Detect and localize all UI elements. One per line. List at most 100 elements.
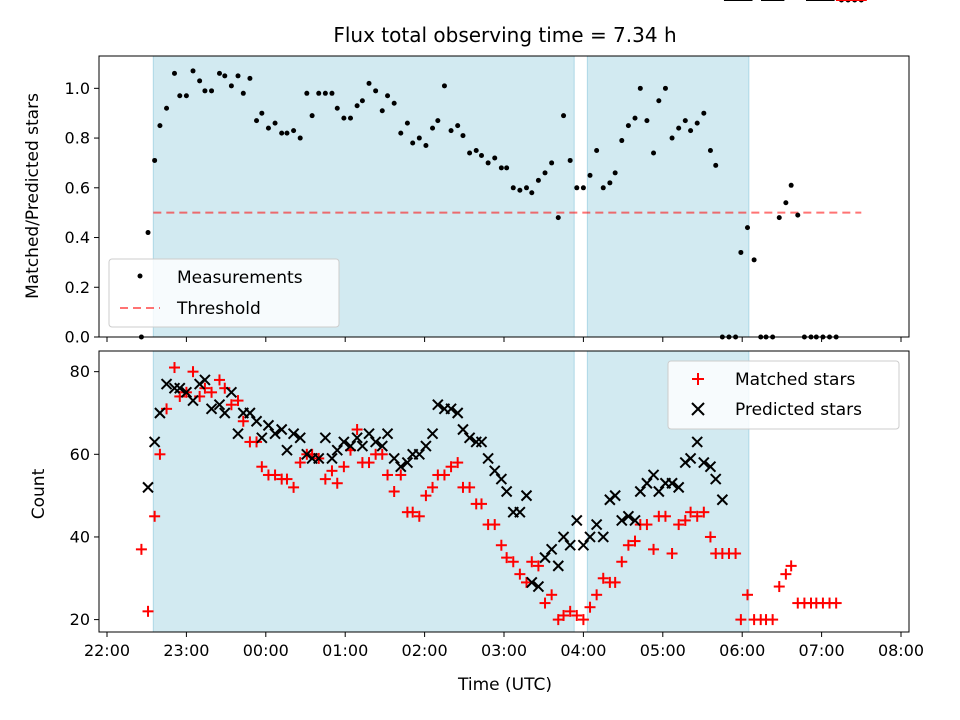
matched-point bbox=[616, 556, 628, 568]
predicted-point bbox=[351, 432, 363, 444]
predicted-point bbox=[684, 452, 697, 465]
measurement-point bbox=[222, 73, 228, 79]
predicted-point bbox=[577, 539, 590, 551]
predicted-point bbox=[344, 440, 357, 452]
y-tick-label: 0.2 bbox=[65, 278, 90, 297]
observing-period-1 bbox=[152, 350, 575, 633]
measurement-point bbox=[235, 73, 241, 79]
measurement-point bbox=[788, 182, 794, 188]
predicted-point bbox=[244, 407, 256, 419]
predicted-point bbox=[698, 456, 710, 469]
measurement-point bbox=[404, 120, 410, 126]
predicted-point bbox=[420, 440, 432, 452]
predicted-point bbox=[213, 399, 226, 411]
predicted-point bbox=[294, 432, 306, 444]
predicted-point bbox=[356, 440, 369, 452]
predicted-point bbox=[262, 419, 275, 432]
measurement-point bbox=[707, 147, 713, 153]
x-axis-label: Time (UTC) bbox=[457, 675, 552, 695]
measurement-point bbox=[359, 98, 365, 104]
x-tick-label: 07:00 bbox=[799, 641, 845, 660]
measurement-point bbox=[694, 120, 700, 126]
measurement-point bbox=[265, 125, 271, 131]
predicted-point bbox=[319, 432, 332, 444]
measurement-point bbox=[535, 177, 541, 183]
matched-point bbox=[256, 461, 268, 473]
measurement-point bbox=[291, 128, 297, 134]
matched-point bbox=[659, 510, 671, 522]
x-tick-label: 22:00 bbox=[84, 641, 130, 660]
predicted-point bbox=[520, 489, 533, 502]
matched-point bbox=[363, 457, 375, 469]
matched-point bbox=[641, 519, 653, 531]
matched-point bbox=[331, 477, 343, 489]
predicted-point bbox=[148, 436, 161, 448]
predicted-point bbox=[180, 386, 193, 399]
x-tick-label: 04:00 bbox=[560, 641, 606, 660]
measurement-point bbox=[322, 90, 328, 96]
matched-point bbox=[464, 481, 476, 493]
predicted-point bbox=[376, 440, 388, 452]
matched-point bbox=[780, 568, 792, 580]
predicted-point bbox=[432, 399, 444, 411]
measurement-point bbox=[479, 152, 485, 158]
measurement-point bbox=[467, 150, 473, 156]
measurement-point bbox=[259, 110, 265, 116]
matched-point bbox=[237, 415, 249, 427]
matched-point bbox=[546, 589, 558, 601]
measurement-point bbox=[738, 249, 744, 255]
predicted-point bbox=[514, 506, 526, 518]
measurement-point bbox=[701, 110, 707, 116]
predicted-point bbox=[597, 531, 609, 543]
predicted-point bbox=[232, 427, 244, 440]
y-tick-label: 0.8 bbox=[65, 129, 90, 148]
predicted-point bbox=[495, 473, 508, 485]
y-tick-label: 40 bbox=[70, 527, 90, 546]
measurement-point bbox=[776, 215, 782, 221]
matched-point bbox=[376, 448, 388, 460]
matched-point bbox=[452, 457, 464, 469]
measurement-point bbox=[216, 70, 222, 76]
matched-point bbox=[135, 543, 147, 555]
x-tick-label: 05:00 bbox=[640, 641, 686, 660]
measurement-point bbox=[580, 185, 586, 191]
matched-point bbox=[507, 556, 519, 568]
measurement-point bbox=[366, 80, 372, 86]
matched-point bbox=[591, 589, 603, 601]
predicted-point bbox=[704, 460, 717, 473]
predicted-point bbox=[395, 460, 407, 473]
matched-point bbox=[773, 581, 785, 593]
predicted-point bbox=[142, 481, 154, 494]
y-tick-label: 0.6 bbox=[65, 178, 90, 197]
measurement-point bbox=[157, 123, 163, 129]
predicted-point bbox=[451, 407, 464, 419]
measurement-point bbox=[625, 123, 631, 129]
measurement-point bbox=[379, 108, 385, 114]
matched-point bbox=[319, 473, 331, 485]
predicted-point bbox=[313, 452, 325, 465]
matched-point bbox=[609, 576, 621, 588]
measurement-point bbox=[619, 138, 625, 144]
predicted-point bbox=[413, 448, 426, 461]
matched-point bbox=[741, 589, 753, 601]
matched-point bbox=[629, 535, 641, 547]
matched-point bbox=[413, 510, 425, 522]
measurement-point bbox=[656, 98, 662, 104]
matched-point bbox=[564, 605, 576, 617]
y-tick-label: 80 bbox=[70, 362, 90, 381]
measurement-point bbox=[607, 180, 613, 186]
legend-predicted: Predicted stars bbox=[735, 400, 862, 420]
matched-point bbox=[187, 366, 199, 378]
matched-point bbox=[420, 490, 432, 502]
matched-point bbox=[427, 481, 439, 493]
measurement-point bbox=[272, 120, 278, 126]
matched-point bbox=[830, 597, 842, 609]
predicted-point bbox=[716, 494, 729, 506]
measurement-point bbox=[316, 90, 322, 96]
measurement-point bbox=[416, 135, 422, 141]
matched-point bbox=[445, 461, 457, 473]
measurement-point bbox=[460, 133, 466, 139]
measurement-point bbox=[567, 157, 573, 163]
predicted-point bbox=[616, 514, 628, 527]
